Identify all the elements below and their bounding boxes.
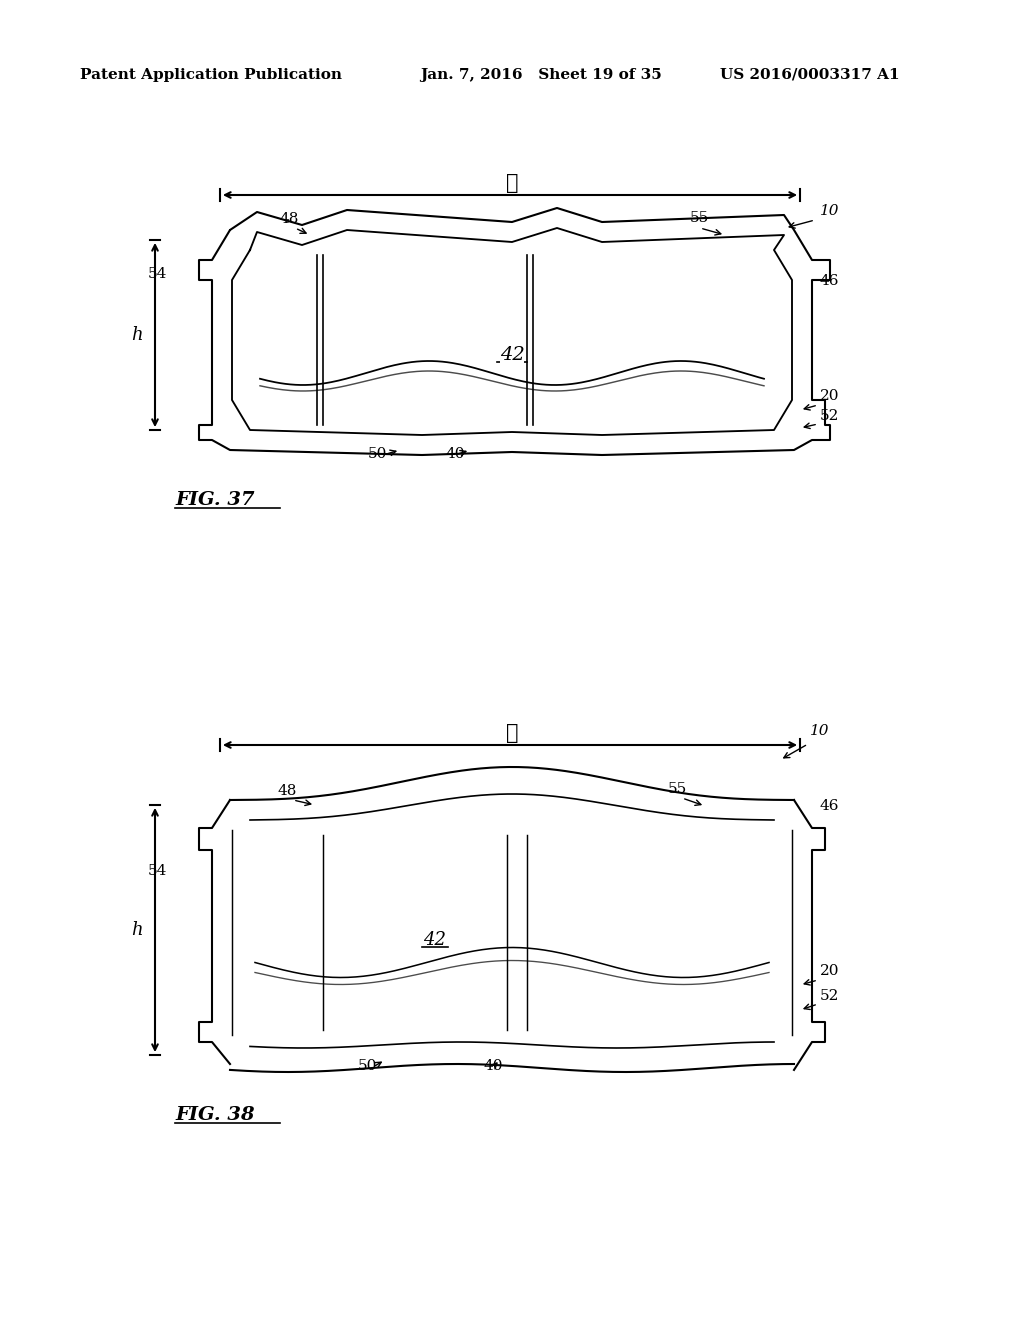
Text: 42: 42 [500, 346, 524, 364]
Text: 40: 40 [445, 447, 465, 461]
Text: 54: 54 [148, 865, 167, 878]
Text: 50: 50 [368, 447, 387, 461]
Text: 52: 52 [820, 989, 840, 1003]
Text: 20: 20 [820, 389, 840, 403]
Text: Patent Application Publication: Patent Application Publication [80, 69, 342, 82]
Text: 48: 48 [280, 213, 299, 226]
Text: 55: 55 [668, 781, 687, 796]
Text: FIG. 38: FIG. 38 [175, 1106, 255, 1125]
Text: 48: 48 [278, 784, 297, 799]
Text: 52: 52 [820, 409, 840, 422]
Text: 54: 54 [148, 267, 167, 281]
Text: FIG. 37: FIG. 37 [175, 491, 255, 510]
Text: Jan. 7, 2016   Sheet 19 of 35: Jan. 7, 2016 Sheet 19 of 35 [420, 69, 662, 82]
Text: 10: 10 [820, 205, 840, 218]
Text: ℓ: ℓ [506, 723, 518, 743]
Text: 42: 42 [424, 931, 446, 949]
Text: 40: 40 [483, 1059, 503, 1073]
Text: US 2016/0003317 A1: US 2016/0003317 A1 [720, 69, 900, 82]
Text: 20: 20 [820, 964, 840, 978]
Text: h: h [131, 326, 143, 345]
Text: 10: 10 [810, 723, 829, 738]
Text: 55: 55 [690, 211, 710, 224]
Text: 50: 50 [358, 1059, 378, 1073]
Text: 46: 46 [820, 799, 840, 813]
Text: h: h [131, 921, 143, 939]
Text: 46: 46 [820, 275, 840, 288]
Text: ℓ: ℓ [506, 174, 518, 193]
